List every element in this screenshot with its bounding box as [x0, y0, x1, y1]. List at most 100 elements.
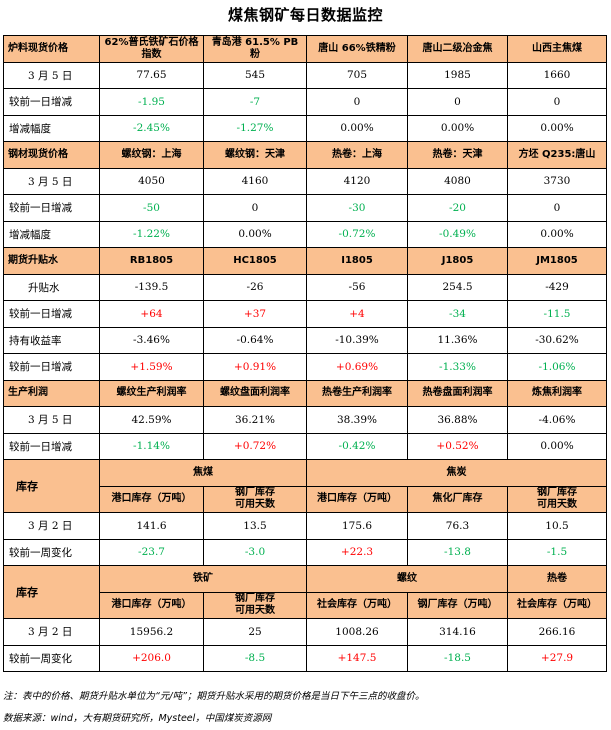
group-header: 热卷: [507, 565, 607, 593]
col-header: 炼焦利润率: [507, 379, 607, 407]
cell: -50: [99, 194, 204, 222]
row-label: 3 月 2 日: [3, 618, 100, 646]
cell: 0: [407, 88, 508, 116]
cell: -56: [306, 273, 408, 301]
row-label: 增减幅度: [3, 220, 100, 248]
cell: -1.95: [99, 88, 204, 116]
col-header: J1805: [407, 247, 508, 275]
cell: +22.3: [306, 538, 408, 566]
col-header: 港口库存（万吨）: [99, 591, 204, 619]
group-header: 螺纹: [306, 565, 508, 593]
row-label: 较前一周变化: [3, 538, 100, 566]
row-label: 持有收益率: [3, 326, 100, 354]
col-header: RB1805: [99, 247, 204, 275]
inventory1-group-row: 库存 焦煤 焦炭: [3, 459, 607, 513]
cell: 0.00%: [507, 432, 607, 460]
cell: +1.59%: [99, 353, 204, 381]
col-header: 热卷：天津: [407, 141, 508, 169]
col-header: 青岛港 61.5% PB 粉: [203, 35, 307, 63]
col-header: 唐山 66%铁精粉: [306, 35, 408, 63]
cell: 0.00%: [507, 220, 607, 248]
col-header: 螺纹盘面利润率: [203, 379, 307, 407]
cell: -0.72%: [306, 220, 408, 248]
cell: -1.5: [507, 538, 607, 566]
table-row: 较前一日增减 -1.95 -7 0 0 0: [3, 88, 607, 116]
cell: -0.64%: [203, 326, 307, 354]
col-header: 港口库存（万吨）: [306, 485, 408, 513]
col-header: 钢厂库存（万吨）: [407, 591, 508, 619]
cell: +147.5: [306, 644, 408, 672]
row-label: 3 月 2 日: [3, 512, 100, 540]
group-header: 焦炭: [306, 459, 607, 487]
row-label: 较前一日增减: [3, 194, 100, 222]
section-heading: 炉料现货价格: [3, 35, 100, 63]
group-header: 铁矿: [99, 565, 307, 593]
cell: 4120: [306, 167, 408, 195]
data-source: 数据来源：wind，大有期货研究所，Mysteel，中国煤炭资源网: [3, 713, 272, 724]
cell: -8.5: [203, 644, 307, 672]
cell: +64: [99, 300, 204, 328]
cell: +27.9: [507, 644, 607, 672]
cell: 15956.2: [99, 618, 204, 646]
cell: 0.00%: [407, 114, 508, 142]
row-label: 较前一日增减: [3, 432, 100, 460]
col-header: 唐山二级冶金焦: [407, 35, 508, 63]
cell: -10.39%: [306, 326, 408, 354]
table-row: 3 月 5 日 4050 4160 4120 4080 3730: [3, 167, 607, 195]
cell: -13.8: [407, 538, 508, 566]
cell: -30: [306, 194, 408, 222]
cell: 1660: [507, 61, 607, 89]
col-header: 螺纹钢：上海: [99, 141, 204, 169]
col-header: 港口库存（万吨）: [99, 485, 204, 513]
inventory1-header-row: 港口库存（万吨） 钢厂库存 可用天数 港口库存（万吨） 焦化厂库存 钢厂库存 可…: [4, 485, 607, 513]
col-header: 社会库存（万吨）: [306, 591, 408, 619]
footnote: 注：表中的价格、期货升贴水单位为“元/吨”；期货升贴水采用的期货价格是当日下午三…: [3, 691, 425, 702]
cell: 4080: [407, 167, 508, 195]
table-row: 较前一日增减 -1.14% +0.72% -0.42% +0.52% 0.00%: [3, 432, 607, 460]
cell: +37: [203, 300, 307, 328]
col-header: 社会库存（万吨）: [507, 591, 607, 619]
col-header: I1805: [306, 247, 408, 275]
cell: 4160: [203, 167, 307, 195]
cell: 3730: [507, 167, 607, 195]
table-row: 增减幅度 -1.22% 0.00% -0.72% -0.49% 0.00%: [3, 220, 607, 248]
steel-header-row: 钢材现货价格 螺纹钢：上海 螺纹钢：天津 热卷：上海 热卷：天津 方坯 Q235…: [3, 141, 607, 169]
section-heading: 生产利润: [3, 379, 100, 407]
cell: 36.21%: [203, 406, 307, 434]
cell: -429: [507, 273, 607, 301]
cell: 0: [507, 194, 607, 222]
cell: 4050: [99, 167, 204, 195]
cell: 0: [203, 194, 307, 222]
cell: 705: [306, 61, 408, 89]
cell: 38.39%: [306, 406, 408, 434]
cell: -23.7: [99, 538, 204, 566]
cell: +0.52%: [407, 432, 508, 460]
col-header: 热卷盘面利润率: [407, 379, 508, 407]
table-row: 较前一日增减 +1.59% +0.91% +0.69% -1.33% -1.06…: [3, 353, 607, 381]
cell: -4.06%: [507, 406, 607, 434]
cell: 1985: [407, 61, 508, 89]
cell: -11.5: [507, 300, 607, 328]
table-row: 较前一周变化 -23.7 -3.0 +22.3 -13.8 -1.5: [3, 538, 607, 566]
futures-header-row: 期货升贴水 RB1805 HC1805 I1805 J1805 JM1805: [3, 247, 607, 275]
table-row: 较前一周变化 +206.0 -8.5 +147.5 -18.5 +27.9: [3, 644, 607, 672]
row-label: 3 月 5 日: [3, 406, 100, 434]
cell: 11.36%: [407, 326, 508, 354]
section-heading: 钢材现货价格: [3, 141, 100, 169]
col-header: 焦化厂库存: [407, 485, 508, 513]
section-heading: 期货升贴水: [3, 247, 100, 275]
row-label: 较前一日增减: [3, 88, 100, 116]
row-label: 较前一周变化: [3, 644, 100, 672]
row-label: 较前一日增减: [3, 300, 100, 328]
col-header: JM1805: [507, 247, 607, 275]
group-header: 焦煤: [99, 459, 307, 487]
table-row: 较前一日增减 +64 +37 +4 -34 -11.5: [3, 300, 607, 328]
table-row: 3 月 2 日 141.6 13.5 175.6 76.3 10.5: [3, 512, 607, 540]
cell: 266.16: [507, 618, 607, 646]
col-header: 62%普氏铁矿石价格指数: [99, 35, 204, 63]
section-heading: 库存: [3, 565, 100, 619]
col-header: HC1805: [203, 247, 307, 275]
cell: 0.00%: [507, 114, 607, 142]
cell: -1.27%: [203, 114, 307, 142]
